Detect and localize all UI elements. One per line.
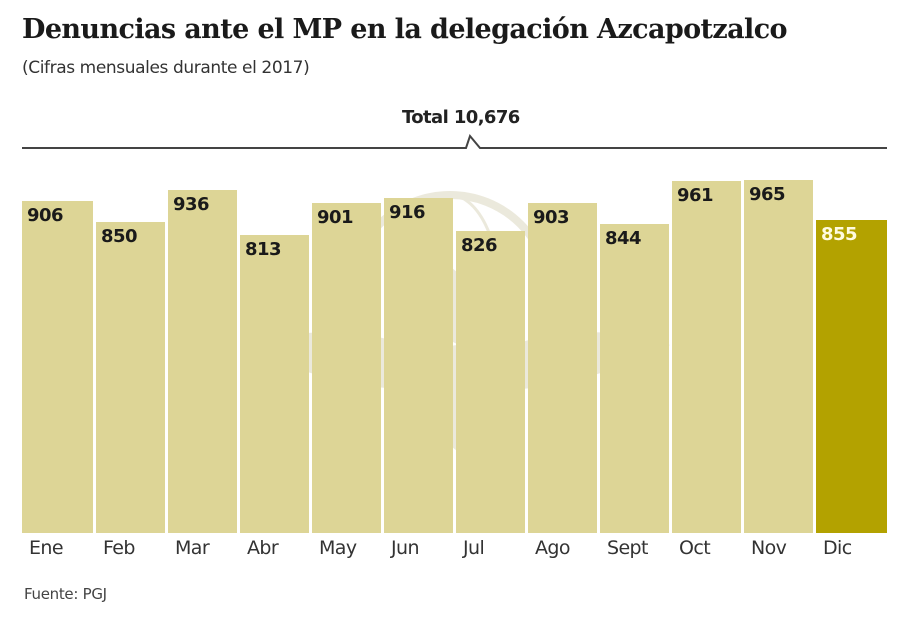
x-axis-label-nov: Nov [751, 537, 787, 559]
x-axis-label-mar: Mar [175, 537, 210, 559]
bar-oct: 961 [672, 181, 741, 533]
total-bracket-line [22, 133, 887, 149]
bar-value-label: 936 [173, 194, 210, 215]
bar-value-label: 965 [749, 184, 786, 205]
chart-title: Denuncias ante el MP en la delegación Az… [22, 14, 788, 45]
x-axis-label-may: May [319, 537, 357, 559]
bar-abr: 813 [240, 235, 309, 533]
bar-value-label: 916 [389, 202, 426, 223]
bar-ene: 906 [22, 201, 93, 533]
bar-value-label: 826 [461, 235, 498, 256]
bar-chart: 906 Ene 850 Feb 936 Mar 813 Abr 901 May 916 Jun 826 J… [22, 180, 887, 559]
bar-value-label: 901 [317, 207, 354, 228]
chart-subtitle: (Cifras mensuales durante el 2017) [22, 58, 310, 78]
bar-sept: 844 [600, 224, 669, 533]
bar-mar: 936 [168, 190, 237, 533]
x-axis-label-ene: Ene [29, 537, 64, 559]
bar-feb: 850 [96, 222, 165, 533]
bar-nov: 965 [744, 180, 813, 533]
x-axis-label-jun: Jun [391, 537, 419, 559]
x-axis-label-dic: Dic [823, 537, 852, 559]
bar-jun: 916 [384, 198, 453, 533]
bar-value-label: 906 [27, 205, 64, 226]
bar-value-label: 850 [101, 226, 138, 247]
bar-value-label: 844 [605, 228, 642, 249]
source-note: Fuente: PGJ [24, 585, 107, 603]
total-annotation: Total 10,676 [402, 107, 520, 128]
x-axis-label-sept: Sept [607, 537, 648, 559]
x-axis-label-oct: Oct [679, 537, 711, 559]
bar-value-label: 813 [245, 239, 282, 260]
x-axis-label-jul: Jul [463, 537, 485, 559]
bar-value-label: 903 [533, 207, 570, 228]
bar-ago: 903 [528, 203, 597, 533]
bar-jul: 826 [456, 231, 525, 533]
x-axis-label-feb: Feb [103, 537, 135, 559]
bar-dic: 855 [816, 220, 887, 533]
x-axis-label-abr: Abr [247, 537, 279, 559]
bar-value-label: 961 [677, 185, 714, 206]
bar-may: 901 [312, 203, 381, 533]
x-axis-label-ago: Ago [535, 537, 570, 559]
bar-value-label: 855 [821, 224, 858, 245]
